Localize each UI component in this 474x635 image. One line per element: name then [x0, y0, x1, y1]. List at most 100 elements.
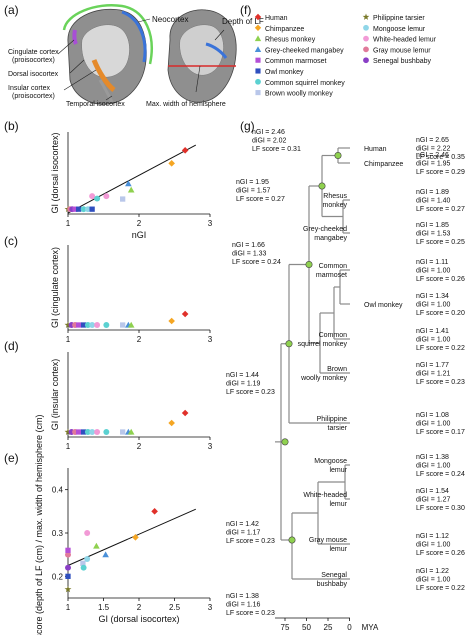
- label-cingulate-proisocortex: (proisocortex): [12, 57, 55, 64]
- leaf-name: bushbaby: [317, 581, 348, 588]
- leaf-annotation: LF score = 0.30: [416, 505, 465, 512]
- legend-marker-7: [255, 90, 261, 96]
- data-point: [76, 322, 82, 328]
- legend-label-5: Owl monkey: [265, 69, 304, 76]
- y-axis-label: GI (cingulate cortex): [50, 247, 60, 328]
- leaf-annotation: LF score = 0.26: [416, 276, 465, 283]
- data-point: [132, 534, 139, 541]
- leaf-annotation: diGI = 1.00: [416, 421, 451, 428]
- time-tick-label: 25: [324, 623, 333, 632]
- leaf-name: Mongoose: [314, 458, 347, 465]
- data-point: [181, 147, 189, 154]
- leaf-name: Human: [364, 146, 387, 153]
- data-point: [125, 180, 132, 187]
- time-tick-label: 50: [302, 623, 311, 632]
- label-insular-cortex: Insular cortex: [8, 85, 51, 92]
- panel-label-a: (a): [4, 3, 19, 17]
- leaf-annotation: nGI = 1.41: [416, 328, 449, 335]
- leaf-annotation: LF score = 0.22: [416, 585, 465, 592]
- leaf-annotation: diGI = 1.00: [416, 302, 451, 309]
- leaf-annotation: LF score = 0.22: [416, 345, 465, 352]
- leaf-annotation: LF score = 0.35: [416, 154, 465, 161]
- leaf-name: Gray mouse: [309, 537, 347, 544]
- node-annotation-5: diGI = 1.16: [226, 602, 261, 609]
- node-annotation-2: nGI = 1.66: [232, 242, 265, 249]
- label-dorsal-isocortex: Dorsal isocortex: [8, 71, 59, 78]
- leaf-annotation: LF score = 0.23: [416, 379, 465, 386]
- x-tick-label: 2: [137, 442, 142, 451]
- legend-label-2: Rhesus monkey: [265, 37, 316, 44]
- y-axis-label: GI (insular cortex): [50, 359, 60, 431]
- data-point: [127, 186, 135, 193]
- leaf-annotation: LF score = 0.25: [416, 239, 465, 246]
- data-point: [93, 542, 100, 549]
- x-tick-label: 1.5: [98, 603, 110, 612]
- data-point: [94, 195, 101, 202]
- data-point: [94, 322, 101, 328]
- data-point: [72, 206, 78, 212]
- scatter-plot-e: 1 1.5 2 2.5 3 0.2 0.3 0.4 GI (dorsal isocortex) L…: [34, 414, 213, 635]
- x-tick-label: 2: [137, 219, 142, 228]
- node-annotation-5: LF score = 0.23: [226, 610, 275, 617]
- data-point: [65, 551, 71, 558]
- leaf-annotation: nGI = 2.46: [416, 152, 449, 159]
- node-annotation-3: nGI = 1.44: [226, 372, 259, 379]
- legend-label-10: White-headed lemur: [373, 37, 437, 44]
- leaf-name: Rhesus: [323, 193, 347, 200]
- leaf-name: marmoset: [316, 272, 347, 279]
- legend-marker-10: [363, 35, 369, 42]
- leaf-annotation: diGI = 1.53: [416, 231, 451, 238]
- data-point: [84, 530, 91, 536]
- y-axis-label: LF score (depth of LF (cm) / max. width …: [34, 414, 44, 635]
- axes: [67, 245, 210, 331]
- leaf-annotation: nGI = 1.08: [416, 412, 449, 419]
- node-annotation-2: diGI = 1.33: [232, 251, 267, 258]
- x-tick-label: 3: [208, 219, 213, 228]
- leaf-name: mangabey: [314, 235, 347, 242]
- data-point: [181, 310, 189, 318]
- leaf-name: Common: [319, 263, 348, 270]
- label-max-width: Max. width of hemisphere: [146, 101, 226, 108]
- data-point: [64, 321, 72, 328]
- leaf-annotation: LF score = 0.29: [416, 169, 465, 176]
- leaf-name: woolly monkey: [300, 375, 347, 382]
- time-tick-label: 0: [347, 623, 352, 632]
- node-annotation-4: nGI = 1.42: [226, 521, 259, 528]
- leaf-annotation: LF score = 0.24: [416, 471, 465, 478]
- axes: [67, 352, 210, 438]
- legend-label-3: Grey-cheeked mangabey: [265, 47, 344, 54]
- data-point: [102, 551, 109, 558]
- x-tick-label: 2.5: [169, 603, 181, 612]
- legend-marker-0: [254, 13, 262, 21]
- panel-label-f: (f): [240, 3, 251, 17]
- leaf-name: Brown: [327, 366, 347, 373]
- data-point: [89, 193, 96, 200]
- leaf-name: Philippine: [317, 416, 347, 423]
- data-point: [84, 556, 91, 562]
- label-temporal-isocortex: Temporal isocortex: [66, 101, 125, 108]
- leaf-name: squirrel monkey: [298, 341, 348, 348]
- legend: Human Chimpanzee Rhesus monkey Grey-cheeked…: [254, 13, 437, 98]
- leaf-annotation: diGI = 1.95: [416, 161, 451, 168]
- data-point: [168, 419, 175, 427]
- panel-label-d: (d): [4, 339, 19, 353]
- data-point: [120, 429, 126, 435]
- legend-marker-8: [362, 13, 370, 20]
- node-annotation-5: nGI = 1.38: [226, 593, 259, 600]
- data-point: [65, 547, 71, 553]
- legend-label-7: Brown woolly monkey: [265, 91, 333, 98]
- node-annotation-4: diGI = 1.17: [226, 530, 261, 537]
- data-point: [120, 196, 126, 202]
- leaf-annotation: nGI = 1.38: [416, 454, 449, 461]
- data-point: [181, 409, 189, 417]
- leaf-annotation: nGI = 1.34: [416, 293, 449, 300]
- x-tick-label: 1: [66, 603, 71, 612]
- legend-marker-9: [363, 24, 369, 31]
- leaf-annotation: LF score = 0.20: [416, 310, 465, 317]
- label-neocortex: Neocortex: [152, 15, 188, 24]
- panel-label-g: (g): [240, 119, 255, 133]
- label-cingulate-cortex: Cingulate cortex: [8, 49, 59, 56]
- data-point: [151, 508, 158, 515]
- leaf-name: Common: [319, 332, 348, 339]
